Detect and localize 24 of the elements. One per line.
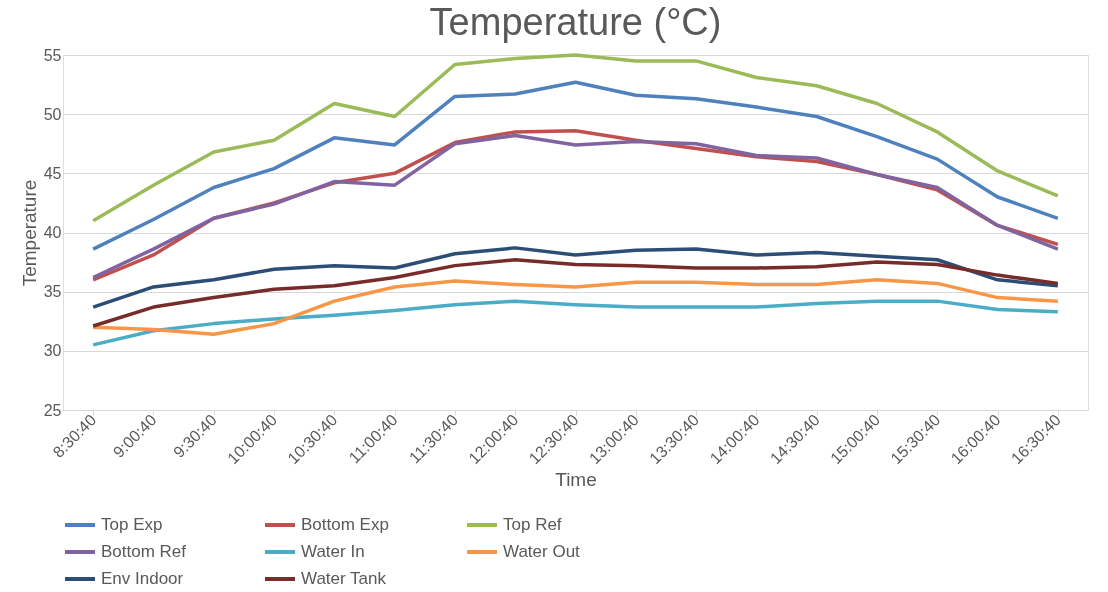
y-tick-label: 25 [43,401,62,419]
line-series [91,278,1060,337]
y-tick-label: 35 [43,283,62,301]
y-axis-title: Temperature [18,179,40,287]
legend-label: Env Indoor [101,569,184,588]
line-series [91,257,1060,328]
legend-label: Water Tank [301,569,387,588]
y-tick-label: 55 [43,46,62,64]
legend-label: Water In [301,542,365,561]
legend-label: Top Ref [503,515,562,534]
line-series [91,80,1060,251]
y-tick-label: 45 [43,164,62,182]
line-series [91,246,1060,309]
legend-label: Bottom Exp [301,515,389,534]
legend-label: Top Exp [101,515,163,534]
line-series [91,299,1060,347]
y-tick-label: 40 [43,224,62,241]
legend-label: Water Out [503,542,581,561]
x-axis-title: Time [555,469,597,491]
legend-label: Bottom Ref [101,542,187,561]
chart-title: Temperature (°C) [429,1,722,43]
y-tick-label: 30 [43,342,62,360]
line-series [91,53,1060,223]
y-tick-label: 50 [43,105,62,123]
